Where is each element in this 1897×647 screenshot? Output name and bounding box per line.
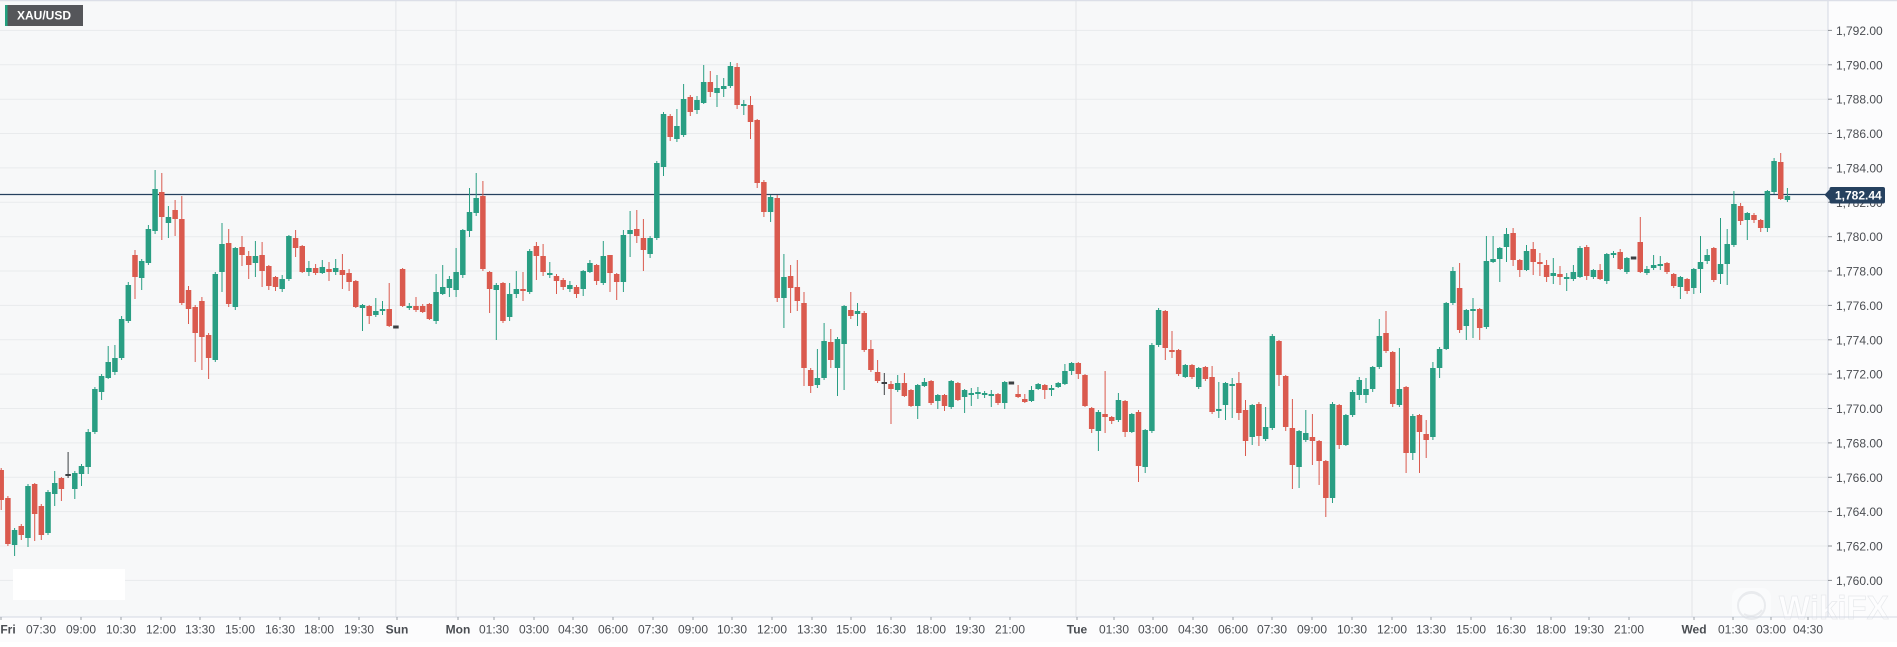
svg-text:10:30: 10:30 [106, 623, 136, 637]
svg-text:1,766.00: 1,766.00 [1836, 471, 1883, 485]
svg-text:WikiFX: WikiFX [1779, 589, 1889, 626]
svg-text:04:30: 04:30 [1178, 623, 1208, 637]
svg-text:09:00: 09:00 [1297, 623, 1327, 637]
svg-text:12:00: 12:00 [1377, 623, 1407, 637]
svg-text:10:30: 10:30 [717, 623, 747, 637]
svg-text:21:00: 21:00 [1614, 623, 1644, 637]
svg-text:13:30: 13:30 [185, 623, 215, 637]
svg-text:16:30: 16:30 [1496, 623, 1526, 637]
svg-text:1,782.44: 1,782.44 [1835, 189, 1882, 203]
svg-text:1,780.00: 1,780.00 [1836, 230, 1883, 244]
svg-text:1,764.00: 1,764.00 [1836, 505, 1883, 519]
svg-text:1,784.00: 1,784.00 [1836, 161, 1883, 175]
svg-text:04:30: 04:30 [1793, 623, 1823, 637]
svg-text:1,760.00: 1,760.00 [1836, 574, 1883, 588]
svg-text:09:00: 09:00 [678, 623, 708, 637]
svg-text:1,770.00: 1,770.00 [1836, 402, 1883, 416]
svg-text:Wed: Wed [1681, 623, 1706, 637]
svg-text:01:30: 01:30 [479, 623, 509, 637]
svg-text:03:00: 03:00 [1138, 623, 1168, 637]
svg-text:01:30: 01:30 [1718, 623, 1748, 637]
svg-text:12:00: 12:00 [757, 623, 787, 637]
svg-text:1,768.00: 1,768.00 [1836, 436, 1883, 450]
svg-text:1,786.00: 1,786.00 [1836, 127, 1883, 141]
svg-text:04:30: 04:30 [558, 623, 588, 637]
svg-text:13:30: 13:30 [797, 623, 827, 637]
svg-text:1,776.00: 1,776.00 [1836, 299, 1883, 313]
svg-text:01:30: 01:30 [1099, 623, 1129, 637]
svg-text:1,774.00: 1,774.00 [1836, 333, 1883, 347]
svg-text:15:00: 15:00 [1456, 623, 1486, 637]
svg-text:Mon: Mon [446, 623, 471, 637]
svg-text:18:00: 18:00 [1536, 623, 1566, 637]
svg-text:Fri: Fri [0, 623, 15, 637]
svg-text:16:30: 16:30 [265, 623, 295, 637]
svg-text:06:00: 06:00 [1218, 623, 1248, 637]
svg-text:06:00: 06:00 [598, 623, 628, 637]
svg-text:09:00: 09:00 [66, 623, 96, 637]
svg-text:1,790.00: 1,790.00 [1836, 58, 1883, 72]
svg-text:10:30: 10:30 [1337, 623, 1367, 637]
svg-text:15:00: 15:00 [836, 623, 866, 637]
svg-text:1,772.00: 1,772.00 [1836, 368, 1883, 382]
svg-text:15:00: 15:00 [225, 623, 255, 637]
svg-text:03:00: 03:00 [1756, 623, 1786, 637]
svg-text:13:30: 13:30 [1416, 623, 1446, 637]
svg-text:18:00: 18:00 [304, 623, 334, 637]
svg-text:07:30: 07:30 [638, 623, 668, 637]
svg-text:21:00: 21:00 [995, 623, 1025, 637]
svg-text:Sun: Sun [386, 623, 409, 637]
svg-text:03:00: 03:00 [519, 623, 549, 637]
svg-text:07:30: 07:30 [1257, 623, 1287, 637]
svg-text:19:30: 19:30 [955, 623, 985, 637]
svg-text:Tue: Tue [1067, 623, 1088, 637]
svg-text:1,792.00: 1,792.00 [1836, 24, 1883, 38]
svg-text:07:30: 07:30 [26, 623, 56, 637]
svg-text:1,788.00: 1,788.00 [1836, 93, 1883, 107]
svg-text:1,762.00: 1,762.00 [1836, 540, 1883, 554]
svg-text:19:30: 19:30 [344, 623, 374, 637]
svg-text:XAU/USD: XAU/USD [17, 9, 71, 23]
svg-text:16:30: 16:30 [876, 623, 906, 637]
svg-text:1,778.00: 1,778.00 [1836, 265, 1883, 279]
svg-text:12:00: 12:00 [146, 623, 176, 637]
svg-text:18:00: 18:00 [916, 623, 946, 637]
svg-text:19:30: 19:30 [1574, 623, 1604, 637]
